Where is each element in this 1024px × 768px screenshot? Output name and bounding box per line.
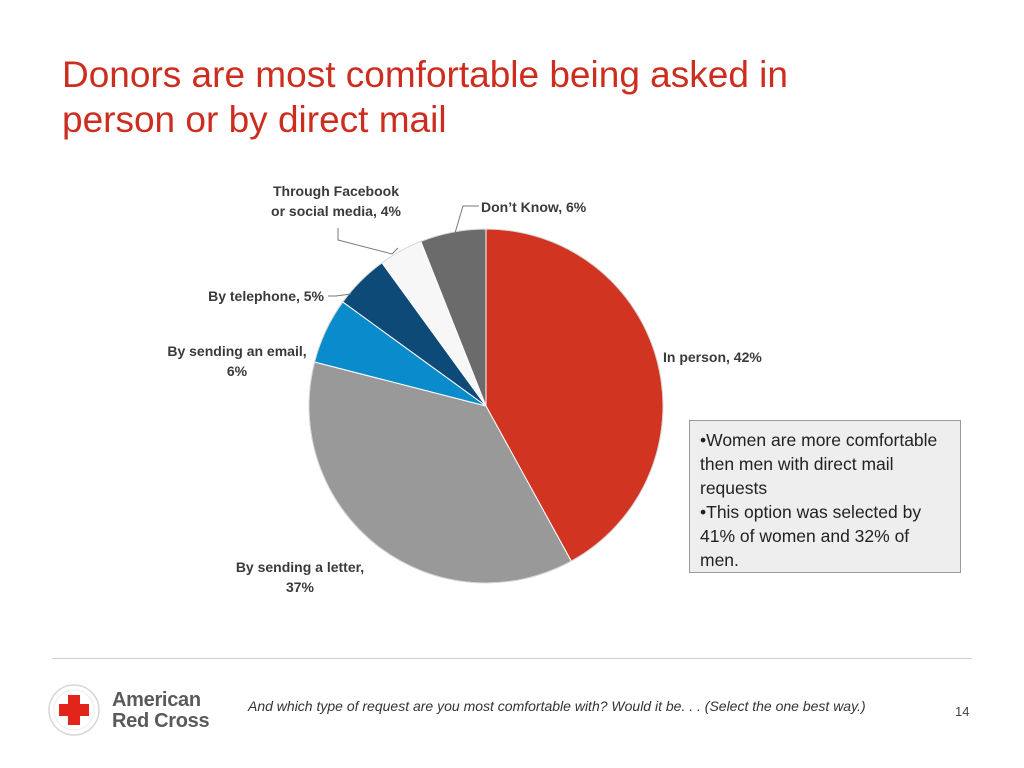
data-label-in-person: In person, 42%: [663, 349, 762, 365]
data-label-by-sending-a-letter: By sending a letter, 37%: [236, 559, 364, 595]
pie-chart: In person, 42%By sending a letter, 37%By …: [167, 183, 762, 595]
data-label-line: Don’t Know, 6%: [481, 199, 587, 215]
slide-title-line-1: Donors are most comfortable being asked …: [62, 54, 788, 95]
leader-line-5: [454, 205, 479, 234]
callout-bullet-1: •Women are more comfortable then men wit…: [700, 430, 938, 498]
data-label-don-t-know: Don’t Know, 6%: [481, 199, 587, 215]
page-number: 14: [955, 704, 970, 719]
slide-title: Donors are most comfortable being asked …: [62, 52, 942, 142]
survey-question-footnote: And which type of request are you most c…: [248, 698, 866, 714]
logo-text-line-1: American: [112, 689, 201, 711]
data-label-line: By telephone, 5%: [208, 288, 324, 304]
data-label-line: 37%: [286, 579, 315, 595]
data-label-line: By sending an email,: [167, 343, 306, 359]
red-cross-logo-text: American Red Cross: [112, 689, 210, 732]
pie-outline: [308, 228, 664, 584]
data-label-line: In person, 42%: [663, 349, 762, 365]
data-label-line: By sending a letter,: [236, 559, 364, 575]
data-label-line: 6%: [227, 363, 248, 379]
footer-divider: [52, 658, 972, 659]
callout-bullet-2: •This option was selected by 41% of wome…: [700, 502, 922, 570]
data-label-by-telephone: By telephone, 5%: [208, 288, 324, 304]
data-label-by-sending-an-email: By sending an email, 6%: [167, 343, 306, 379]
logo-text-line-2: Red Cross: [112, 710, 210, 732]
data-label-line: or social media, 4%: [271, 203, 401, 219]
data-label-through-facebook-or-social-media: Through Facebook or social media, 4%: [271, 183, 401, 219]
leader-line-3: [328, 293, 352, 297]
leader-line-4: [337, 228, 399, 255]
callout-box: •Women are more comfortable then men wit…: [689, 420, 961, 573]
slide-title-line-2: person or by direct mail: [62, 99, 447, 140]
red-cross-logo-icon: [48, 684, 100, 736]
data-label-line: Through Facebook: [273, 183, 399, 199]
